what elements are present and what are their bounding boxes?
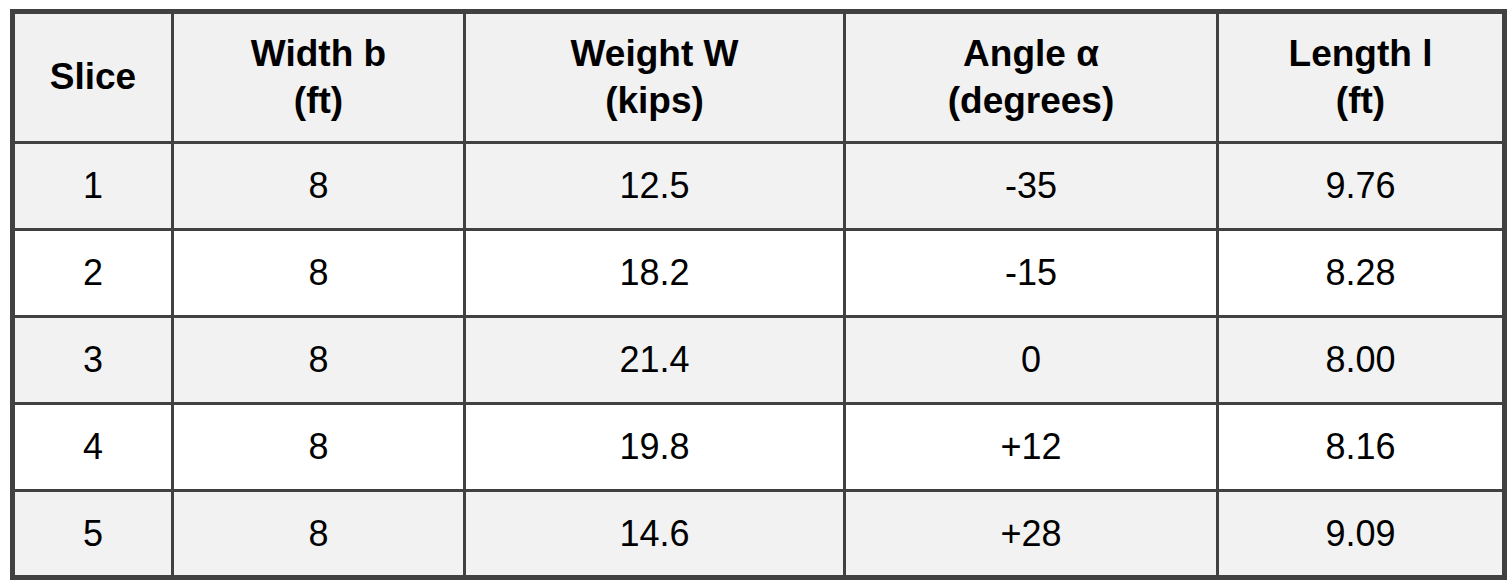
column-title: Slice bbox=[16, 54, 170, 100]
cell-length-l: 9.76 bbox=[1218, 143, 1505, 230]
cell-weight-w: 21.4 bbox=[465, 317, 845, 404]
cell-weight-w: 19.8 bbox=[465, 404, 845, 491]
cell-length-l: 9.09 bbox=[1218, 491, 1505, 578]
table-header: Slice Width b (ft) Weight W (kips) Angle… bbox=[13, 12, 1505, 143]
column-header-length-l: Length l (ft) bbox=[1218, 12, 1505, 143]
cell-angle: -15 bbox=[845, 230, 1218, 317]
table-body: 1 8 12.5 -35 9.76 2 8 18.2 -15 8.28 3 8 … bbox=[13, 143, 1505, 578]
table-row-slice-5: 5 8 14.6 +28 9.09 bbox=[13, 491, 1505, 578]
slice-data-table: Slice Width b (ft) Weight W (kips) Angle… bbox=[10, 9, 1507, 580]
cell-width-b: 8 bbox=[173, 143, 465, 230]
cell-width-b: 8 bbox=[173, 491, 465, 578]
column-header-width-b: Width b (ft) bbox=[173, 12, 465, 143]
column-unit: (ft) bbox=[1220, 78, 1501, 124]
column-unit: (ft) bbox=[175, 78, 462, 124]
cell-angle: 0 bbox=[845, 317, 1218, 404]
cell-weight-w: 12.5 bbox=[465, 143, 845, 230]
table-row-slice-1: 1 8 12.5 -35 9.76 bbox=[13, 143, 1505, 230]
cell-angle: +28 bbox=[845, 491, 1218, 578]
column-title: Length l bbox=[1220, 31, 1501, 77]
cell-slice: 1 bbox=[13, 143, 173, 230]
cell-length-l: 8.00 bbox=[1218, 317, 1505, 404]
cell-angle: -35 bbox=[845, 143, 1218, 230]
column-unit: (degrees) bbox=[847, 78, 1215, 124]
column-header-weight-w: Weight W (kips) bbox=[465, 12, 845, 143]
cell-width-b: 8 bbox=[173, 317, 465, 404]
cell-slice: 5 bbox=[13, 491, 173, 578]
cell-slice: 4 bbox=[13, 404, 173, 491]
table-row-slice-3: 3 8 21.4 0 8.00 bbox=[13, 317, 1505, 404]
cell-length-l: 8.16 bbox=[1218, 404, 1505, 491]
column-unit: (kips) bbox=[467, 78, 842, 124]
cell-width-b: 8 bbox=[173, 404, 465, 491]
page: Slice Width b (ft) Weight W (kips) Angle… bbox=[0, 0, 1512, 585]
table-row-slice-4: 4 8 19.8 +12 8.16 bbox=[13, 404, 1505, 491]
column-title: Width b bbox=[175, 31, 462, 77]
cell-length-l: 8.28 bbox=[1218, 230, 1505, 317]
column-header-angle-alpha: Angle α (degrees) bbox=[845, 12, 1218, 143]
column-title: Angle α bbox=[847, 31, 1215, 77]
cell-weight-w: 18.2 bbox=[465, 230, 845, 317]
cell-angle: +12 bbox=[845, 404, 1218, 491]
table-row-slice-2: 2 8 18.2 -15 8.28 bbox=[13, 230, 1505, 317]
header-row: Slice Width b (ft) Weight W (kips) Angle… bbox=[13, 12, 1505, 143]
column-header-slice: Slice bbox=[13, 12, 173, 143]
cell-width-b: 8 bbox=[173, 230, 465, 317]
column-title: Weight W bbox=[467, 31, 842, 77]
cell-weight-w: 14.6 bbox=[465, 491, 845, 578]
cell-slice: 3 bbox=[13, 317, 173, 404]
cell-slice: 2 bbox=[13, 230, 173, 317]
